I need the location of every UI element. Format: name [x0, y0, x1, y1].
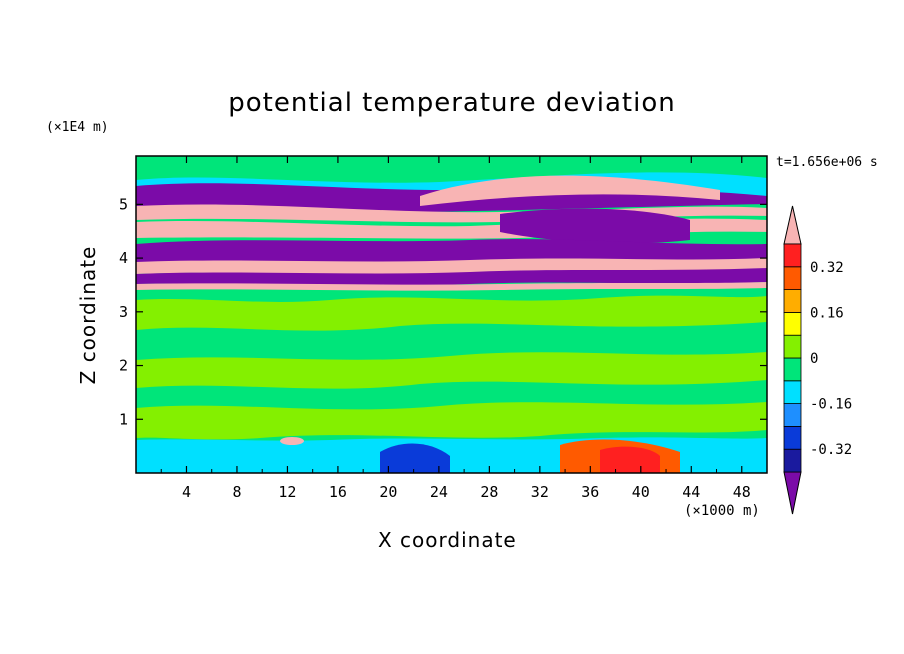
upper-band-pink [420, 175, 720, 206]
x-tick-label: 36 [581, 483, 599, 501]
upper-band-purple [136, 268, 767, 286]
mid-layer-streak [136, 322, 767, 360]
bottom-warm-core [600, 446, 660, 473]
plot-frame [135, 155, 768, 474]
y-axis-ticks: 1 2 3 4 5 [119, 195, 767, 428]
mid-layer-streak [136, 380, 767, 410]
chart-title: potential temperature deviation [228, 88, 676, 118]
contour-field [136, 156, 767, 473]
y-axis-unit: (×1E4 m) [46, 120, 109, 135]
colorbar-tick-label: 0.32 [810, 260, 844, 276]
colorbar-swatch [783, 425, 802, 450]
colorbar-swatch [783, 289, 802, 313]
colorbar-extend-low [783, 471, 802, 515]
bottom-cold-patch [380, 443, 450, 473]
y-tick-label: 4 [119, 249, 128, 267]
x-tick-label: 20 [379, 483, 397, 501]
x-axis-ticks: 4 8 12 16 20 24 28 32 36 40 44 48 [160, 156, 751, 501]
colorbar-swatch [783, 380, 802, 404]
colorbar: -0.32 -0.16 0 0.16 0.32 [783, 205, 852, 515]
x-tick-label: 12 [278, 483, 296, 501]
colorbar-tick-label: 0 [810, 351, 818, 367]
colorbar-swatch [783, 357, 802, 382]
x-tick-label: 28 [480, 483, 498, 501]
colorbar-swatch [783, 266, 802, 290]
colorbar-tick-label: -0.16 [810, 397, 852, 413]
y-tick-label: 3 [119, 303, 128, 321]
x-tick-label: 16 [329, 483, 347, 501]
colorbar-tick-label: -0.32 [810, 442, 852, 458]
x-axis-label: X coordinate [378, 528, 517, 552]
x-tick-label: 40 [632, 483, 650, 501]
upper-band-pink [136, 282, 767, 291]
x-axis-unit: (×1000 m) [684, 503, 760, 519]
colorbar-swatch [783, 243, 802, 268]
colorbar-swatch [783, 403, 802, 427]
y-tick-label: 1 [119, 410, 128, 428]
mid-layer-patch [136, 295, 767, 440]
upper-band-purple [500, 208, 690, 244]
x-tick-label: 44 [682, 483, 700, 501]
colorbar-swatch [783, 334, 802, 359]
x-tick-label: 32 [531, 483, 549, 501]
colorbar-swatch [783, 448, 802, 473]
y-tick-label: 5 [119, 195, 128, 213]
y-tick-label: 2 [119, 357, 128, 375]
colorbar-swatch [783, 311, 802, 336]
bottom-pink-blob [280, 437, 304, 445]
colorbar-extend-high [783, 205, 802, 245]
x-tick-label: 24 [430, 483, 448, 501]
x-tick-label: 8 [232, 483, 241, 501]
x-tick-label: 48 [733, 483, 751, 501]
colorbar-tick-label: 0.16 [810, 305, 844, 321]
time-label: t=1.656e+06 s [776, 155, 878, 170]
x-tick-label: 4 [182, 483, 191, 501]
